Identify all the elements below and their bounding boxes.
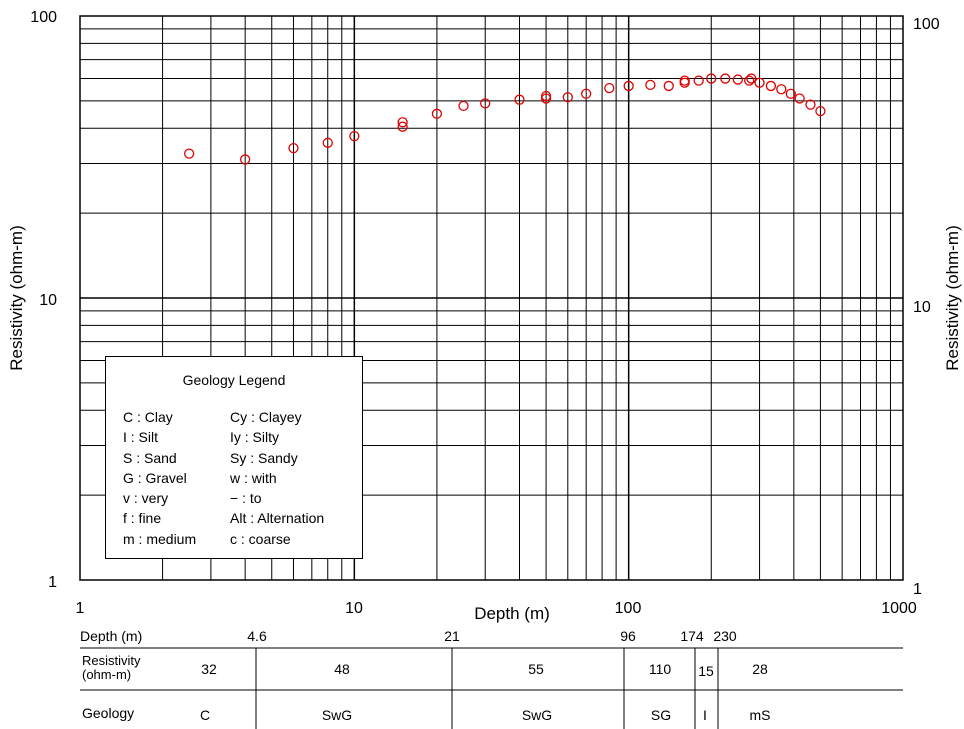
data-point xyxy=(431,108,443,119)
data-point xyxy=(794,93,805,104)
plot-frame xyxy=(79,15,904,581)
data-point xyxy=(645,79,656,90)
legend-item: − : to xyxy=(230,490,262,507)
y-tick-right-10: 10 xyxy=(913,299,931,316)
data-point xyxy=(581,88,592,99)
legend-right-column: Cy : Clayey Iy : Silty Sy : Sandy w : wi… xyxy=(230,407,324,549)
data-points xyxy=(184,73,826,165)
data-point xyxy=(397,117,408,128)
strip-log-lines xyxy=(80,647,903,729)
geology-legend: Geology Legend C : Clay I : Silt S : San… xyxy=(105,356,363,559)
y-tick-left-10: 10 xyxy=(39,292,57,309)
data-point xyxy=(288,142,299,154)
data-point xyxy=(240,154,251,165)
data-point xyxy=(744,75,755,86)
legend-item: Alt : Alternation xyxy=(230,510,325,527)
legend-item: f : fine xyxy=(123,510,162,527)
legend-item: c : coarse xyxy=(230,530,291,547)
data-point xyxy=(663,80,674,92)
data-point xyxy=(785,88,796,99)
data-point xyxy=(623,80,634,92)
data-point xyxy=(184,148,195,159)
x-tick-10: 10 xyxy=(345,600,363,617)
x-tick-100: 100 xyxy=(615,600,642,617)
data-point xyxy=(349,130,360,142)
data-point xyxy=(397,121,408,132)
y-tick-right-1: 1 xyxy=(913,581,922,598)
legend-item: w : with xyxy=(230,469,277,486)
legend-item: Sy : Sandy xyxy=(230,449,298,466)
data-point xyxy=(754,77,765,88)
data-point xyxy=(706,73,717,84)
legend-item: S : Sand xyxy=(123,449,177,466)
legend-item: v : very xyxy=(123,490,169,507)
legend-left-column: C : Clay I : Silt S : Sand G : Gravel v … xyxy=(123,407,196,549)
data-point xyxy=(679,75,690,86)
data-point xyxy=(562,92,573,103)
legend-item: G : Gravel xyxy=(123,469,187,486)
y-axis-title-right: Resistivity (ohm-m) xyxy=(943,225,962,370)
legend-item: C : Clay xyxy=(123,409,173,425)
data-point xyxy=(458,100,469,112)
legend-title: Geology Legend xyxy=(182,372,286,388)
data-point xyxy=(815,105,826,117)
y-tick-left-100: 100 xyxy=(30,9,57,26)
data-point xyxy=(514,94,525,105)
legend-item: I : Silt xyxy=(123,429,159,446)
data-point xyxy=(540,90,552,102)
x-tick-1: 1 xyxy=(76,600,85,617)
legend-item: Iy : Silty xyxy=(230,429,280,446)
data-point xyxy=(604,82,615,94)
data-point xyxy=(776,84,787,95)
data-point xyxy=(765,80,777,92)
y-axis-title-left: Resistivity (ohm-m) xyxy=(7,225,26,370)
data-point xyxy=(720,73,731,84)
legend-item: m : medium xyxy=(123,530,197,547)
y-tick-left-1: 1 xyxy=(48,574,57,591)
y-tick-right-100: 100 xyxy=(913,16,940,33)
x-axis-title: Depth (m) xyxy=(474,604,550,623)
data-point xyxy=(732,74,743,85)
x-tick-1000: 1000 xyxy=(881,600,917,617)
data-point xyxy=(693,75,704,86)
data-point xyxy=(480,98,491,109)
data-point xyxy=(746,73,757,84)
data-point xyxy=(805,99,816,110)
data-point xyxy=(322,137,333,148)
legend-item: Cy : Clayey xyxy=(230,409,302,425)
